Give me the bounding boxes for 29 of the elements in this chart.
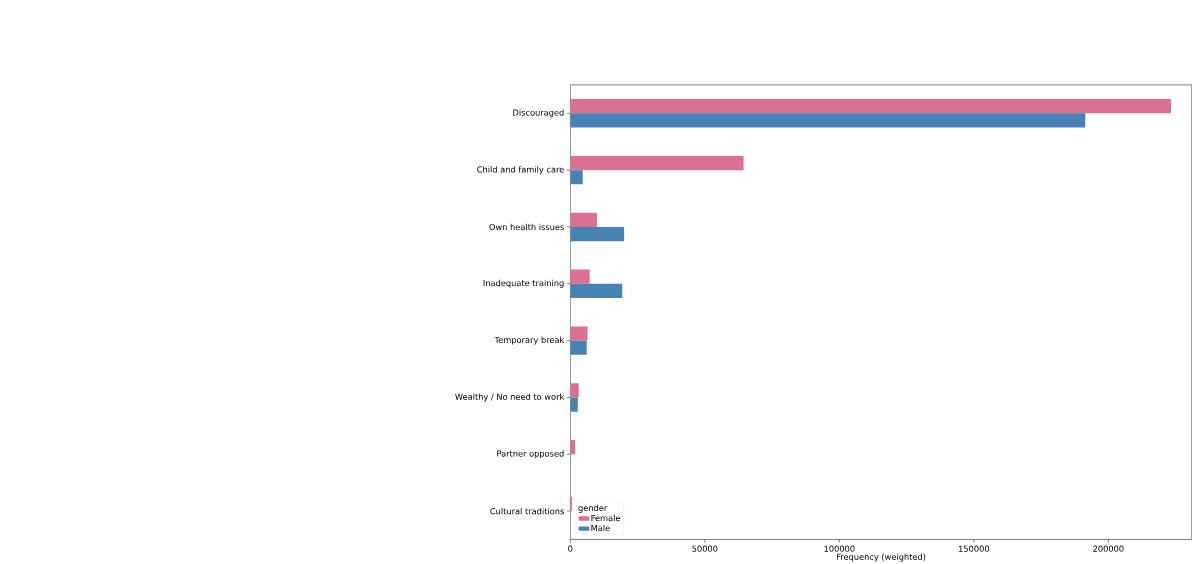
bar [570,98,1172,114]
x-tick-label: 50000 [692,545,718,552]
y-tick-label: Inadequate training [483,279,564,288]
x-axis-title: Frequency (weighted) [836,553,926,562]
bar [570,169,583,185]
bar [570,269,590,284]
bar [570,113,1086,128]
bar [570,326,588,341]
legend-label: Female [591,514,621,521]
bar [570,155,744,170]
y-tick-label: Own health issues [489,223,564,230]
y-tick-label: Discouraged [513,109,564,118]
x-tick-label: 0 [568,545,573,552]
x-tick-label: 200000 [1093,545,1124,552]
bar [570,226,625,242]
x-tick-label: 150000 [959,545,990,552]
legend-title: gender [578,504,608,513]
y-tick-label: Wealthy / No need to work [455,393,565,402]
x-tick-label: 100000 [824,545,855,552]
bar [570,212,597,227]
y-tick-label: Cultural traditions [490,507,564,515]
bar [570,397,578,412]
y-tick-label: Child and family care [477,165,564,174]
bar [570,340,587,355]
bar [570,383,579,398]
legend-label: Male [591,524,610,532]
bar [570,283,623,298]
y-tick-label: Partner opposed [497,450,564,459]
y-tick-label: Temporary break [494,336,565,345]
